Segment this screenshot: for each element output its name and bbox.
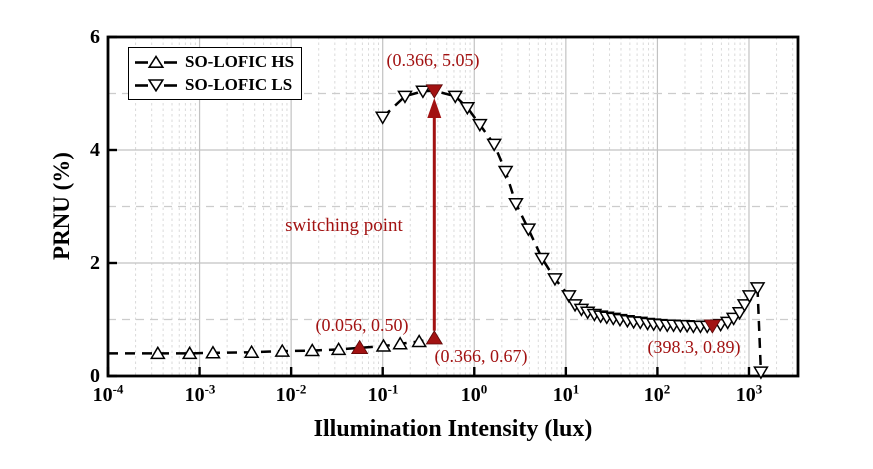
x-tick-label: 10-2 (275, 381, 307, 406)
x-tick-label: 100 (460, 381, 488, 406)
annotation-peak-coordinates: (0.366, 5.05) (386, 50, 480, 70)
annotation-switch-point-coordinates: (0.366, 0.67) (434, 346, 528, 366)
legend: SO-LOFIC HS SO-LOFIC LS (128, 47, 302, 100)
legend-entry-ls: SO-LOFIC LS (134, 75, 296, 95)
x-tick-label: 101 (552, 381, 580, 406)
x-tick-label: 10-4 (92, 381, 124, 406)
x-tick-label: 10-1 (367, 381, 399, 406)
x-tick-label: 103 (735, 381, 763, 406)
y-tick-label: 6 (90, 26, 100, 48)
triangle-down-marker-icon (135, 79, 177, 92)
legend-label-hs: SO-LOFIC HS (185, 52, 295, 71)
annotation-hs-point-coordinates: (0.056, 0.50) (315, 315, 409, 335)
switching-point-label: switching point (285, 215, 403, 236)
y-tick-label: 4 (90, 139, 100, 161)
x-tick-label: 102 (643, 381, 671, 406)
legend-entry-hs: SO-LOFIC HS (134, 52, 296, 72)
annotation-ls-min-coordinates: (398.3, 0.89) (647, 337, 741, 357)
switching-arrow (427, 98, 442, 331)
y-axis-title: PRNU (%) (49, 152, 74, 260)
y-tick-label: 2 (90, 252, 100, 274)
triangle-up-marker-icon (135, 55, 177, 68)
y-tick-label: 0 (90, 365, 100, 387)
annotation-markers (350, 84, 722, 355)
legend-label-ls: SO-LOFIC LS (185, 75, 293, 94)
axis-box (106, 35, 800, 378)
x-tick-label: 10-3 (184, 381, 216, 406)
x-axis-title: Illumination Intensity (lux) (313, 416, 593, 442)
